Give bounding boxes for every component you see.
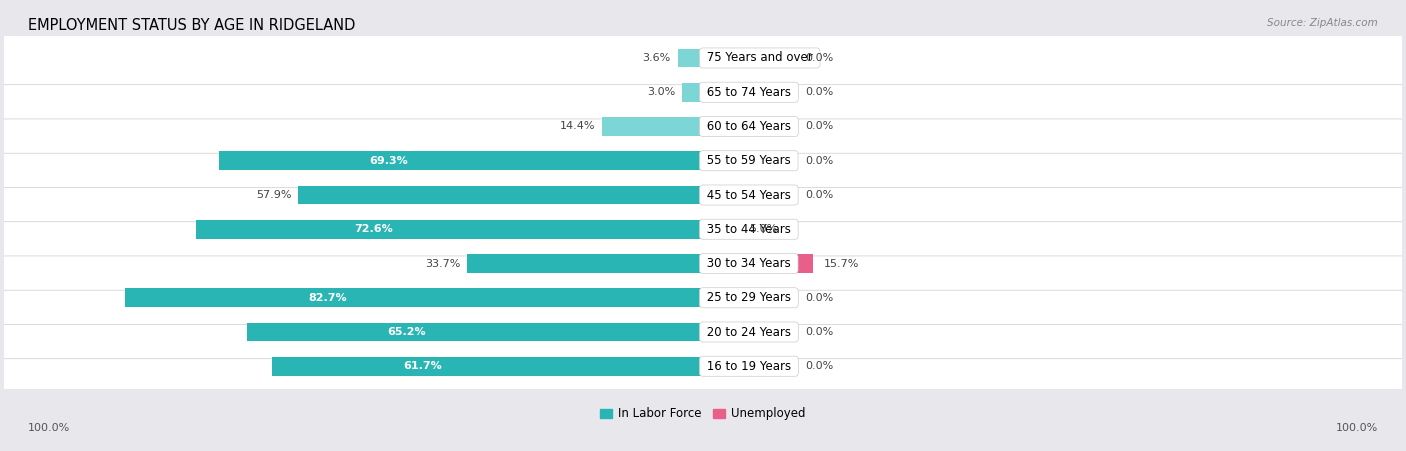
- Bar: [703, 152, 794, 170]
- Text: 0.0%: 0.0%: [806, 361, 834, 371]
- Text: 45 to 54 Years: 45 to 54 Years: [703, 189, 794, 202]
- Text: 14.4%: 14.4%: [560, 121, 595, 132]
- Bar: [703, 322, 794, 341]
- Text: 16 to 19 Years: 16 to 19 Years: [703, 360, 794, 373]
- Bar: [703, 357, 794, 376]
- Bar: [703, 117, 794, 136]
- Text: 82.7%: 82.7%: [308, 293, 347, 303]
- Bar: [195, 220, 703, 239]
- Text: 25 to 29 Years: 25 to 29 Years: [703, 291, 794, 304]
- Text: Source: ZipAtlas.com: Source: ZipAtlas.com: [1267, 18, 1378, 28]
- Text: 60 to 64 Years: 60 to 64 Years: [703, 120, 794, 133]
- Bar: [467, 254, 703, 273]
- Bar: [602, 117, 703, 136]
- FancyBboxPatch shape: [0, 134, 1406, 188]
- Bar: [682, 83, 703, 101]
- Text: 75 Years and over: 75 Years and over: [703, 51, 817, 64]
- Text: 15.7%: 15.7%: [824, 258, 859, 268]
- Text: 65.2%: 65.2%: [388, 327, 426, 337]
- Text: EMPLOYMENT STATUS BY AGE IN RIDGELAND: EMPLOYMENT STATUS BY AGE IN RIDGELAND: [28, 18, 356, 33]
- FancyBboxPatch shape: [0, 168, 1406, 222]
- Text: 5.0%: 5.0%: [749, 224, 778, 234]
- Bar: [703, 254, 813, 273]
- FancyBboxPatch shape: [0, 100, 1406, 153]
- Text: 61.7%: 61.7%: [404, 361, 441, 371]
- Text: 57.9%: 57.9%: [256, 190, 291, 200]
- Text: 0.0%: 0.0%: [806, 121, 834, 132]
- Bar: [219, 152, 703, 170]
- FancyBboxPatch shape: [0, 237, 1406, 290]
- Bar: [703, 185, 794, 204]
- Bar: [703, 83, 794, 101]
- Text: 0.0%: 0.0%: [806, 156, 834, 166]
- FancyBboxPatch shape: [0, 65, 1406, 119]
- FancyBboxPatch shape: [0, 271, 1406, 324]
- Text: 100.0%: 100.0%: [28, 423, 70, 433]
- Text: 55 to 59 Years: 55 to 59 Years: [703, 154, 794, 167]
- FancyBboxPatch shape: [0, 340, 1406, 393]
- FancyBboxPatch shape: [0, 305, 1406, 359]
- Bar: [271, 357, 703, 376]
- Text: 20 to 24 Years: 20 to 24 Years: [703, 326, 794, 339]
- Bar: [298, 185, 703, 204]
- Bar: [703, 220, 738, 239]
- Text: 3.6%: 3.6%: [643, 53, 671, 63]
- Legend: In Labor Force, Unemployed: In Labor Force, Unemployed: [596, 402, 810, 425]
- FancyBboxPatch shape: [0, 31, 1406, 85]
- Text: 65 to 74 Years: 65 to 74 Years: [703, 86, 794, 99]
- Text: 0.0%: 0.0%: [806, 87, 834, 97]
- Text: 3.0%: 3.0%: [647, 87, 675, 97]
- Text: 0.0%: 0.0%: [806, 327, 834, 337]
- FancyBboxPatch shape: [0, 202, 1406, 256]
- Bar: [125, 288, 703, 307]
- Text: 0.0%: 0.0%: [806, 190, 834, 200]
- Text: 0.0%: 0.0%: [806, 53, 834, 63]
- Bar: [247, 322, 703, 341]
- Text: 100.0%: 100.0%: [1336, 423, 1378, 433]
- Text: 33.7%: 33.7%: [425, 258, 461, 268]
- Text: 35 to 44 Years: 35 to 44 Years: [703, 223, 794, 236]
- Text: 72.6%: 72.6%: [354, 224, 392, 234]
- Bar: [678, 49, 703, 67]
- Text: 0.0%: 0.0%: [806, 293, 834, 303]
- Bar: [703, 49, 794, 67]
- Bar: [703, 288, 794, 307]
- Text: 30 to 34 Years: 30 to 34 Years: [703, 257, 794, 270]
- Text: 69.3%: 69.3%: [368, 156, 408, 166]
